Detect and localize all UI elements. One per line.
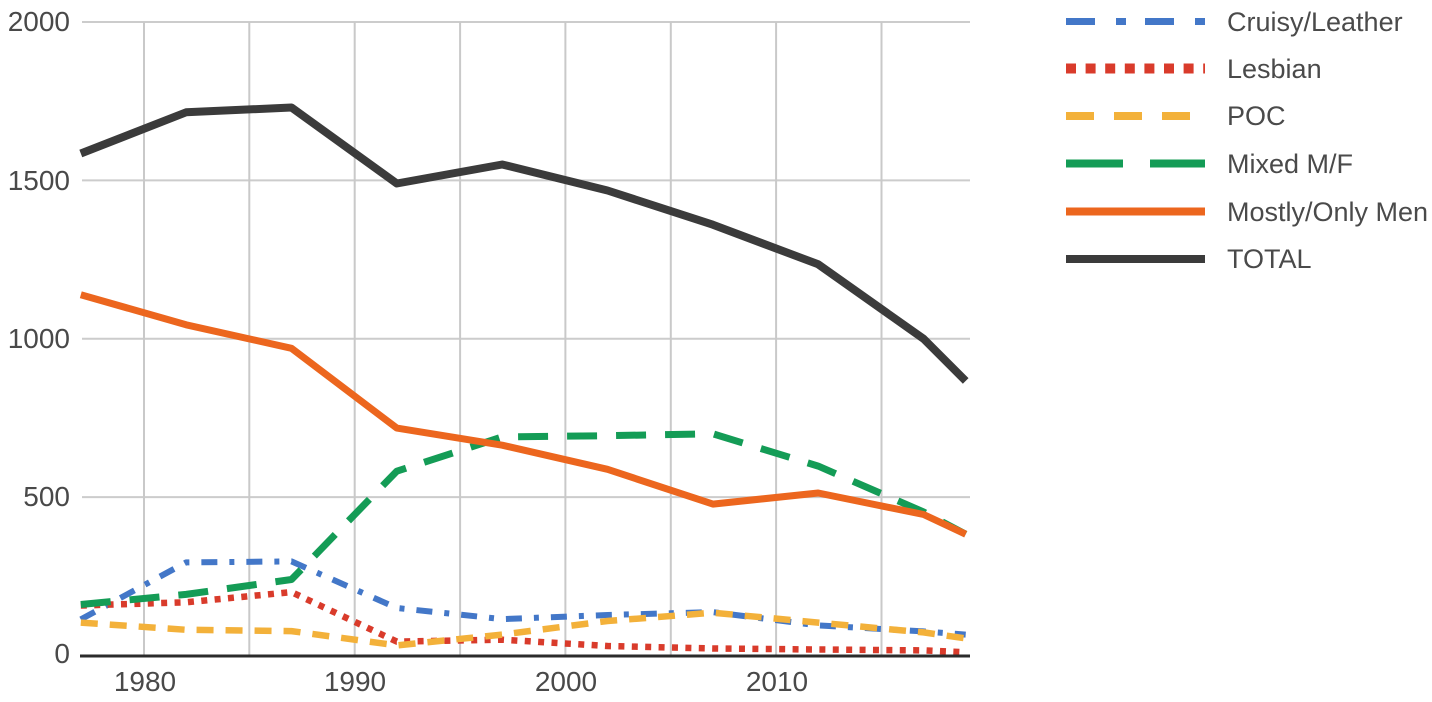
svg-text:Mostly/Only Men: Mostly/Only Men [1227, 197, 1428, 227]
svg-text:2010: 2010 [746, 666, 808, 697]
svg-text:2000: 2000 [8, 6, 70, 37]
svg-text:500: 500 [23, 481, 70, 512]
svg-text:2000: 2000 [535, 666, 597, 697]
svg-text:1980: 1980 [114, 666, 176, 697]
svg-text:POC: POC [1227, 101, 1286, 131]
svg-text:Lesbian: Lesbian [1227, 54, 1322, 84]
svg-text:Mixed M/F: Mixed M/F [1227, 149, 1353, 179]
svg-text:1500: 1500 [8, 165, 70, 196]
svg-text:1000: 1000 [8, 323, 70, 354]
svg-text:1990: 1990 [324, 666, 386, 697]
svg-text:0: 0 [54, 638, 70, 669]
svg-text:TOTAL: TOTAL [1227, 244, 1312, 274]
svg-text:Cruisy/Leather: Cruisy/Leather [1227, 7, 1403, 37]
